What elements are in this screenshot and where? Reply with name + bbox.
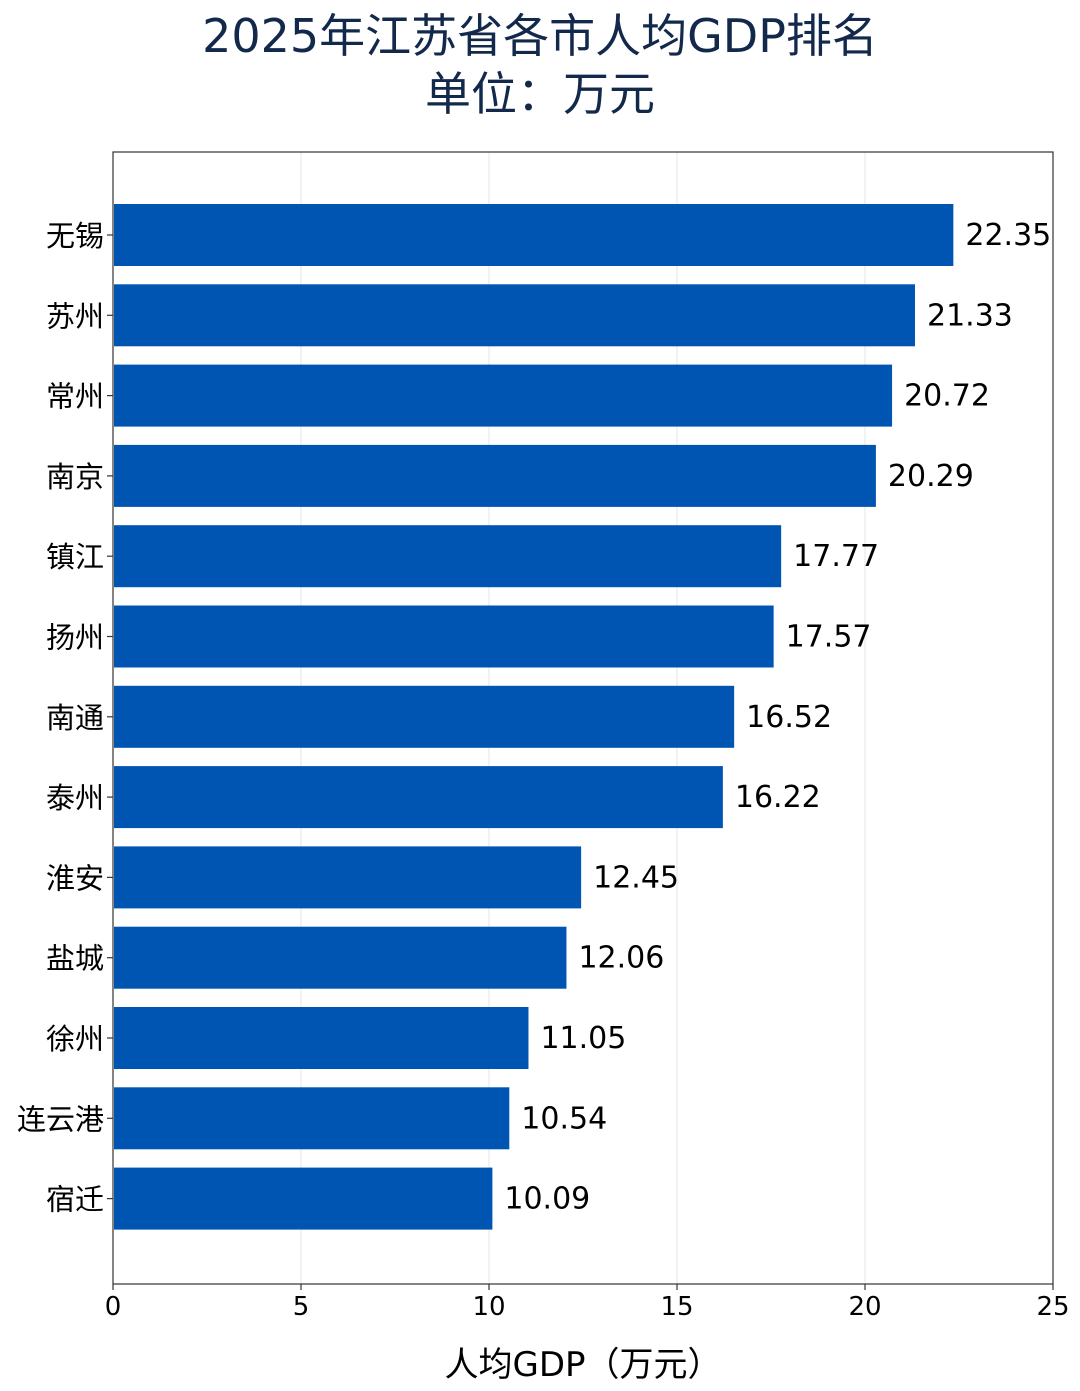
category-label: 无锡: [46, 219, 104, 253]
category-label: 徐州: [46, 1022, 104, 1056]
category-label: 镇江: [46, 540, 104, 574]
bar: [114, 1007, 529, 1069]
bar: [114, 364, 893, 427]
chart-title: 2025年江苏省各市人均GDP排名: [202, 9, 878, 63]
value-label: 10.09: [504, 1182, 590, 1217]
category-label: 宿迁: [46, 1183, 104, 1217]
value-label: 21.33: [927, 298, 1013, 333]
value-label: 17.57: [786, 620, 872, 655]
value-label: 16.52: [746, 700, 832, 735]
bar: [114, 525, 782, 588]
category-label: 南通: [46, 701, 104, 735]
chart-subtitle: 单位：万元: [425, 67, 655, 121]
bar: [114, 204, 954, 266]
category-label: 盐城: [46, 942, 104, 976]
value-label: 16.22: [735, 780, 821, 815]
x-tick-label: 0: [105, 1292, 122, 1322]
bar: [114, 605, 774, 668]
value-label: 12.45: [593, 860, 679, 895]
category-label: 淮安: [46, 861, 104, 895]
category-label: 南京: [46, 460, 104, 494]
bars: [114, 204, 954, 1230]
bar: [114, 1167, 493, 1230]
category-label: 泰州: [46, 781, 104, 815]
x-tick-label: 10: [472, 1292, 505, 1322]
x-axis-ticks: 0 5 10 15 20 25: [105, 1284, 1070, 1322]
category-label: 扬州: [46, 621, 104, 655]
value-labels: 22.35 21.33 20.72 20.29 17.77 17.57 16.52 16.22…: [504, 218, 1051, 1217]
x-tick-label: 5: [293, 1292, 310, 1322]
x-axis-title: 人均GDP（万元）: [444, 1345, 721, 1385]
category-label: 连云港: [17, 1102, 104, 1136]
value-label: 12.06: [578, 941, 664, 976]
value-label: 20.72: [904, 379, 990, 414]
value-label: 22.35: [965, 218, 1051, 253]
value-label: 20.29: [888, 459, 974, 494]
value-label: 10.54: [521, 1101, 607, 1136]
bar: [114, 926, 567, 989]
bar: [114, 846, 582, 909]
x-tick-label: 15: [660, 1292, 693, 1322]
x-tick-label: 20: [848, 1292, 881, 1322]
bar: [114, 1087, 510, 1150]
bar: [114, 685, 735, 748]
bar: [114, 284, 916, 347]
bar: [114, 766, 723, 829]
category-label: 常州: [46, 380, 104, 414]
value-label: 11.05: [540, 1021, 626, 1056]
x-tick-label: 25: [1036, 1292, 1069, 1322]
plot-frame: [112, 151, 1054, 1285]
bar: [114, 444, 876, 507]
category-label: 苏州: [46, 299, 104, 333]
value-label: 17.77: [793, 539, 879, 574]
